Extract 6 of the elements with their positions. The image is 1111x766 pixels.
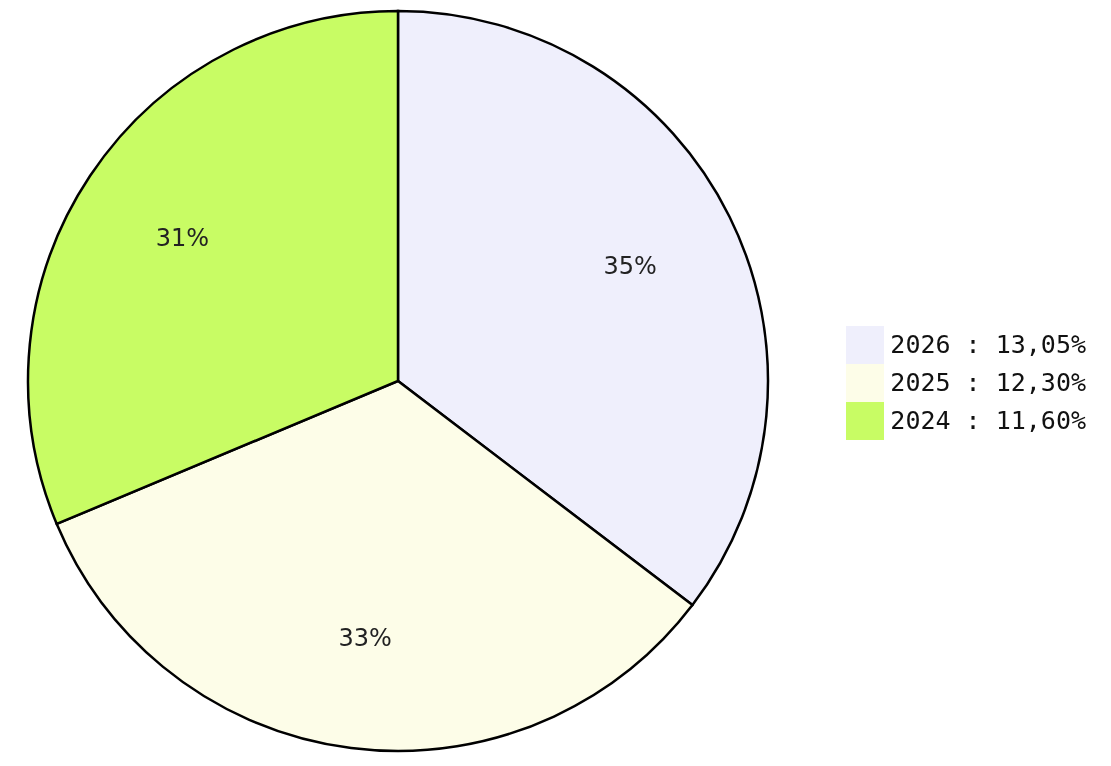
legend-label: 2024 : 11,60% <box>890 405 1086 437</box>
data-label: 35% <box>603 251 657 280</box>
data-label: 33% <box>338 623 392 652</box>
legend-label: 2025 : 12,30% <box>890 367 1086 399</box>
data-label: 31% <box>155 223 210 252</box>
slice-label: 2026 : 13,05% <box>890 329 1086 361</box>
